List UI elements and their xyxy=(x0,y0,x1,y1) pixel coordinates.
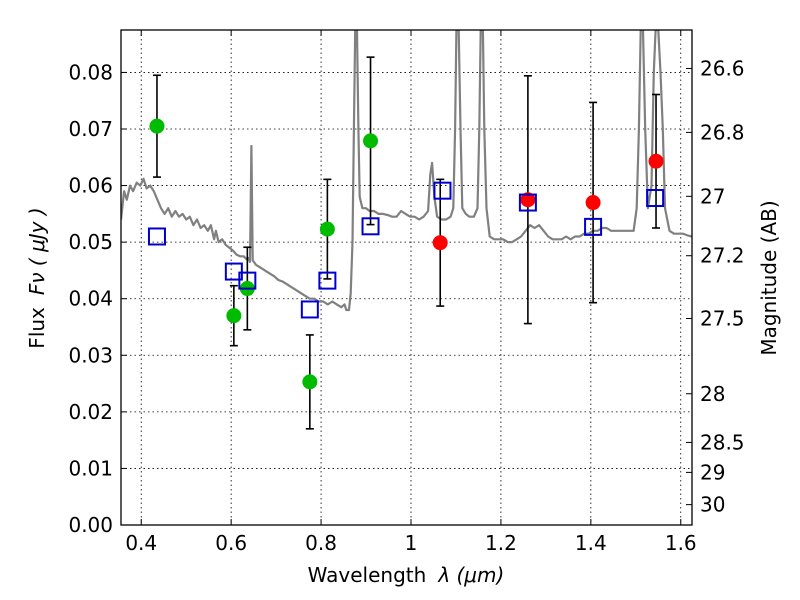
plot-frame xyxy=(120,29,693,526)
y-tick-label: 0.03 xyxy=(68,343,113,367)
data-point xyxy=(226,308,242,324)
x-tick-label: 1.2 xyxy=(485,531,517,555)
y-tick-label: 0.05 xyxy=(68,230,113,254)
x-tick-label: 0.8 xyxy=(305,531,337,555)
y2-tick-label: 28.5 xyxy=(700,430,745,454)
data-point xyxy=(648,153,664,169)
data-point xyxy=(149,118,165,134)
model-point xyxy=(584,217,603,236)
model-point xyxy=(518,193,537,212)
y2-tick-label: 27 xyxy=(700,184,725,208)
y-tick-label: 0.07 xyxy=(68,117,113,141)
data-point xyxy=(302,374,318,390)
y2-axis-title: Magnitude (AB) xyxy=(757,200,781,355)
data-point xyxy=(520,192,536,208)
data-point xyxy=(319,221,335,237)
data-point xyxy=(585,195,601,211)
model-point xyxy=(300,300,319,319)
y-tick-label: 0.06 xyxy=(68,174,113,198)
y-tick-label: 0.00 xyxy=(68,513,113,537)
y2-tick-label: 27.5 xyxy=(700,307,745,331)
sed-line xyxy=(121,30,692,312)
grid xyxy=(121,30,692,526)
x-tick-label: 1 xyxy=(405,531,418,555)
x-tick-label: 1.6 xyxy=(665,531,697,555)
series-layer xyxy=(121,30,692,430)
y-tick-label: 0.02 xyxy=(68,400,113,424)
model-point xyxy=(224,262,243,281)
model-point xyxy=(318,271,337,290)
plot-area xyxy=(121,30,692,525)
model-point xyxy=(147,227,166,246)
x-tick-label: 0.4 xyxy=(125,531,157,555)
model-point xyxy=(646,189,665,208)
x-tick-label: 1.4 xyxy=(575,531,607,555)
y-axis-title: FluxFν ( μJy ) xyxy=(25,207,49,348)
data-point xyxy=(363,133,379,149)
model-point xyxy=(361,217,380,236)
model-point xyxy=(238,271,257,290)
y-tick-label: 0.04 xyxy=(68,287,113,311)
x-tick-label: 0.6 xyxy=(215,531,247,555)
y2-tick-label: 26.6 xyxy=(700,56,745,80)
y-tick-label: 0.08 xyxy=(68,60,113,84)
y-tick-label: 0.01 xyxy=(68,456,113,480)
data-point xyxy=(432,235,448,251)
x-axis-title: Wavelength λ (μm) xyxy=(308,563,505,587)
y2-tick-label: 29 xyxy=(700,460,725,484)
y2-tick-label: 26.8 xyxy=(700,120,745,144)
model-point xyxy=(433,181,452,200)
axis-ticks: 0.4 0.6 0.8 1 1.2 1.4 1.6 0.00 0.01 0.02 0.03 0.04 0… xyxy=(68,30,745,555)
y2-tick-label: 30 xyxy=(700,493,725,517)
y2-tick-label: 27.2 xyxy=(700,244,745,268)
y2-tick-label: 28 xyxy=(700,382,725,406)
